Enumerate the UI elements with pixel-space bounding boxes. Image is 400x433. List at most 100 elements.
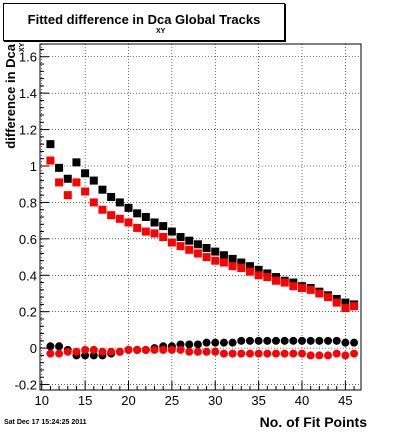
data-point-square (98, 185, 107, 194)
data-point-circle (211, 338, 220, 347)
data-point-square (176, 242, 185, 251)
data-point-circle (141, 345, 150, 354)
data-point-circle (185, 347, 194, 356)
data-point-square (81, 169, 90, 178)
data-point-square (228, 262, 237, 271)
data-point-circle (245, 349, 254, 358)
data-point-circle (228, 338, 237, 347)
data-point-circle (298, 349, 307, 358)
data-point-square (237, 263, 246, 272)
data-point-square (46, 140, 55, 149)
x-tick-label: 40 (295, 393, 309, 408)
chart-title-subscript: XY (156, 28, 166, 35)
data-point-circle (150, 345, 159, 354)
data-point-circle (350, 349, 359, 358)
data-point-square (133, 209, 142, 218)
data-point-circle (81, 345, 90, 354)
data-point-circle (332, 336, 341, 345)
data-point-square (55, 163, 64, 172)
data-point-square (245, 262, 254, 271)
data-point-circle (245, 336, 254, 345)
data-point-square (193, 240, 202, 249)
data-point-circle (341, 338, 350, 347)
data-point-square (55, 178, 64, 187)
data-point-circle (115, 347, 124, 356)
data-point-square (306, 285, 315, 294)
data-point-square (185, 236, 194, 245)
x-tick-label: 35 (251, 393, 265, 408)
data-point-square (280, 278, 289, 287)
data-point-square (141, 227, 150, 236)
data-point-circle (228, 349, 237, 358)
data-point-square (324, 293, 333, 302)
x-axis-label: No. of Fit Points (260, 414, 368, 430)
data-point-circle (280, 349, 289, 358)
data-point-square (159, 233, 168, 242)
data-point-circle (298, 336, 307, 345)
data-point-circle (315, 336, 324, 345)
grid-layer (40, 44, 361, 390)
data-point-square (98, 205, 107, 214)
data-point-circle (254, 336, 263, 345)
chart-title-part1: Fitted difference in Dca (27, 12, 172, 27)
x-tick-label: 25 (165, 393, 179, 408)
data-point-square (263, 273, 272, 282)
y-tick-label: 0.2 (19, 305, 37, 320)
data-point-circle (55, 342, 64, 351)
data-point-circle (324, 351, 333, 360)
data-point-circle (289, 336, 298, 345)
data-point-square (185, 245, 194, 254)
data-point-circle (341, 351, 350, 360)
data-point-square (167, 238, 176, 247)
data-point-square (72, 178, 81, 187)
y-tick-label: 0 (30, 341, 37, 356)
data-point-circle (98, 347, 107, 356)
data-point-square (228, 254, 237, 263)
data-point-square (202, 253, 211, 262)
data-point-circle (263, 349, 272, 358)
data-point-square (254, 271, 263, 280)
y-tick-label: 1.4 (19, 86, 37, 101)
data-point-circle (350, 338, 359, 347)
data-point-circle (46, 342, 55, 351)
data-point-circle (63, 347, 72, 356)
data-point-square (341, 304, 350, 313)
data-point-circle (332, 349, 341, 358)
data-point-circle (306, 336, 315, 345)
axes-layer: 10 15 20 25 30 35 40 45 -0.2 0 0.2 0.4 0.6 0.8 1 1.2 1.4… (15, 48, 355, 408)
data-point-square (211, 256, 220, 265)
data-point-square (81, 187, 90, 196)
data-point-square (107, 192, 116, 201)
data-point-circle (306, 351, 315, 360)
y-tick-label: 0.4 (19, 268, 37, 283)
data-point-square (211, 247, 220, 256)
data-point-circle (280, 336, 289, 345)
data-point-square (298, 284, 307, 293)
data-point-circle (193, 340, 202, 349)
data-point-square (124, 203, 133, 212)
data-point-circle (271, 336, 280, 345)
data-point-square (159, 222, 168, 231)
data-point-square (315, 289, 324, 298)
data-point-square (63, 191, 72, 200)
data-point-square (63, 174, 72, 183)
data-point-circle (159, 345, 168, 354)
data-point-circle (124, 345, 133, 354)
x-tick-label: 30 (208, 393, 222, 408)
data-point-circle (237, 349, 246, 358)
data-point-circle (271, 349, 280, 358)
y-tick-label: 1 (30, 159, 37, 174)
data-point-square (141, 213, 150, 221)
data-point-square (332, 298, 341, 307)
data-point-square (219, 258, 228, 267)
data-point-square (245, 267, 254, 276)
data-point-circle (219, 349, 228, 358)
data-point-square (150, 229, 159, 238)
data-point-circle (167, 345, 176, 354)
y-axis-label: difference in Dca (3, 43, 18, 149)
data-point-square (193, 249, 202, 258)
data-point-circle (176, 345, 185, 354)
data-point-square (167, 227, 176, 236)
data-point-circle (202, 347, 211, 356)
